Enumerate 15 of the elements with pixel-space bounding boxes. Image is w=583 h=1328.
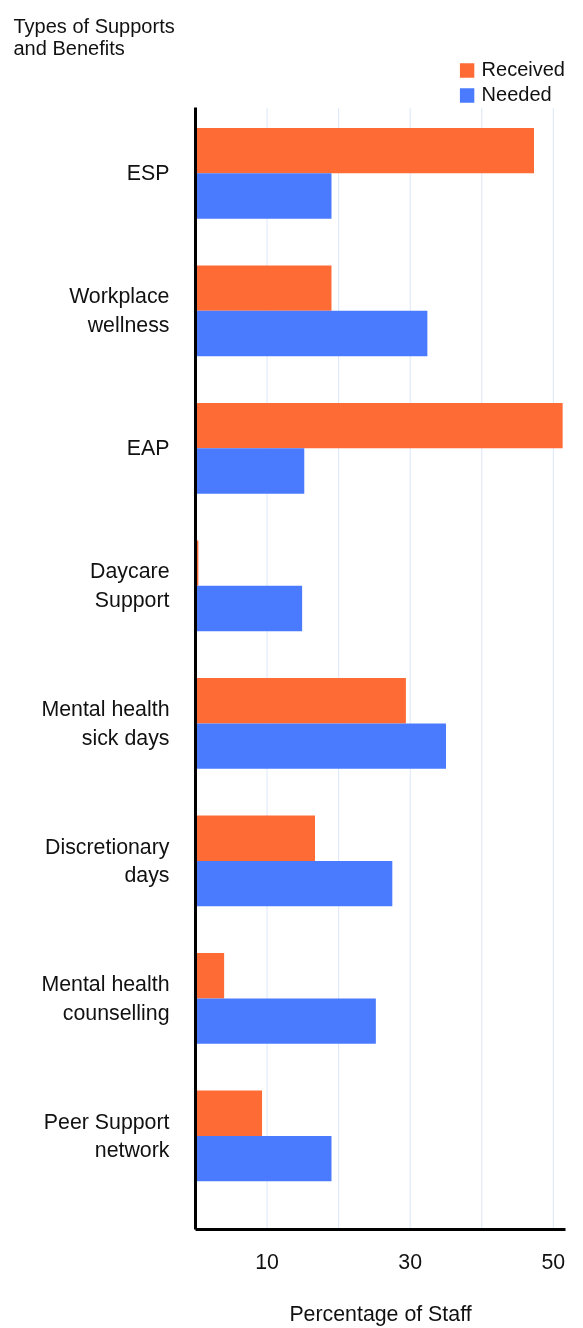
y-tick-label: ESP: [126, 161, 170, 186]
x-tick-label: 50: [541, 1249, 566, 1274]
x-tick-label: 30: [398, 1249, 423, 1274]
y-tick-label: Mental health sick days: [41, 696, 170, 750]
y-tick-label: Daycare Support: [90, 559, 170, 613]
x-tick-label: 10: [255, 1249, 280, 1274]
legend-label: Received: [481, 58, 565, 81]
y-tick-label: Mental health counselling: [41, 972, 170, 1025]
legend-label: Needed: [481, 83, 552, 106]
x-axis-title: Percentage of Staff: [289, 1301, 472, 1326]
y-tick-label: Discretionary days: [45, 834, 170, 888]
y-tick-label: EAP: [126, 436, 170, 461]
y-tick-label: Workplace wellness: [69, 284, 170, 338]
y-axis-title: Types of Supports and Benefits: [13, 14, 175, 59]
y-tick-label: Peer Support network: [43, 1109, 170, 1163]
